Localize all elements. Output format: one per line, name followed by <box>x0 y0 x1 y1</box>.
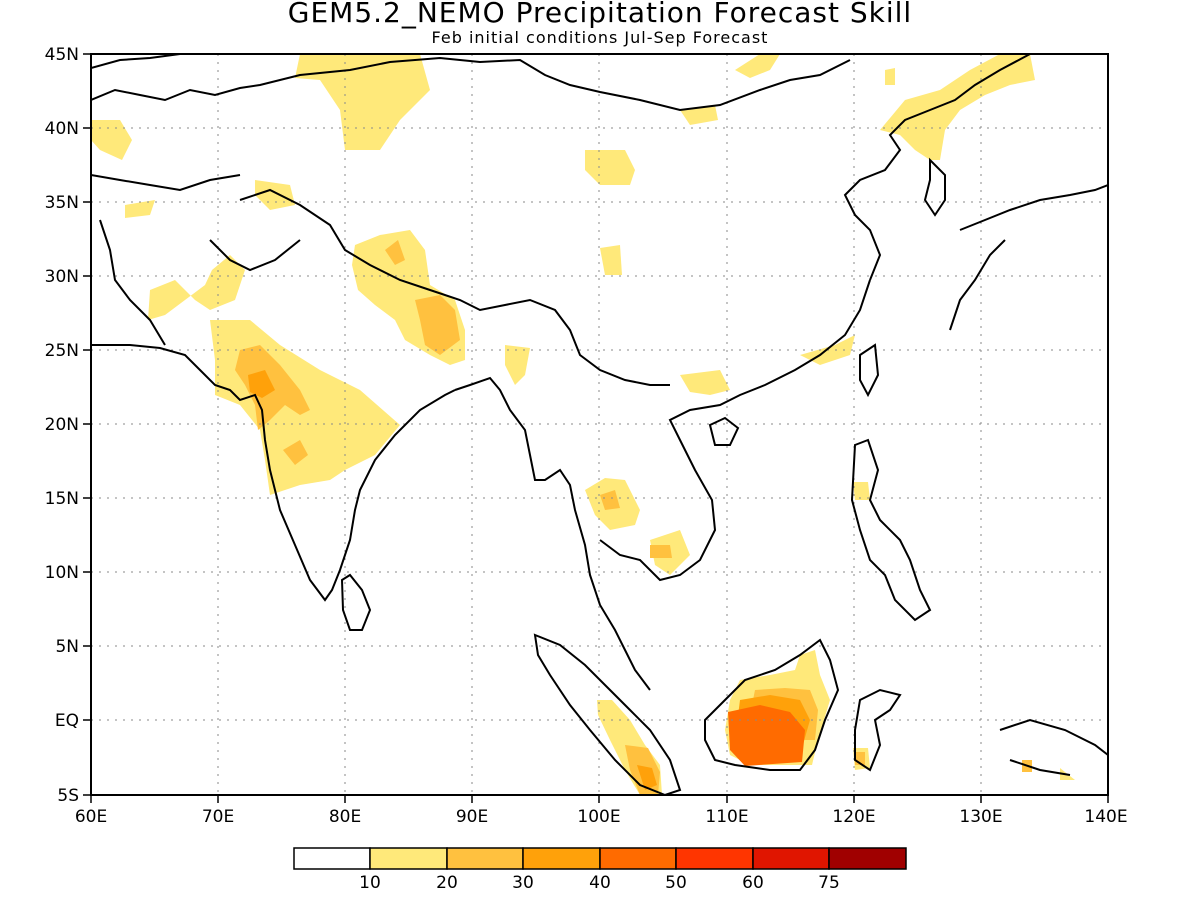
x-tick-label: 80E <box>329 807 361 827</box>
colorbar-swatch <box>675 847 754 870</box>
skill-region-pamir <box>255 180 295 210</box>
colorbar-swatch <box>752 847 830 870</box>
colorbar-label: 40 <box>589 873 611 893</box>
y-tick-label: 5S <box>57 786 79 806</box>
map-subtitle: Feb initial conditions Jul-Sep Forecast <box>431 28 769 47</box>
colorbar-label: 75 <box>818 873 840 893</box>
colorbar-swatch <box>828 847 907 870</box>
skill-region-tarim <box>585 150 635 185</box>
skill-region-pakistan <box>148 255 245 320</box>
skill-region-korea <box>880 54 1035 160</box>
x-tick-label: 60E <box>75 807 107 827</box>
colorbar-swatch <box>599 847 677 870</box>
skill-region-gujarat-core <box>248 370 275 398</box>
y-tick-label: EQ <box>55 711 79 731</box>
skill-region-afghan <box>125 200 155 218</box>
y-axis-labels: 45N 40N 35N 30N 25N 20N 15N 10N 5N EQ 5S <box>45 45 79 806</box>
colorbar-label: 50 <box>665 873 687 893</box>
map-gridlines <box>91 54 1108 795</box>
colorbar: 10 20 30 40 50 60 75 <box>293 847 907 893</box>
x-tick-label: 100E <box>577 807 620 827</box>
coastlines <box>91 54 1108 795</box>
colorbar-swatch <box>522 847 601 870</box>
y-tick-label: 30N <box>45 267 79 287</box>
y-tick-label: 5N <box>55 637 79 657</box>
y-tick-label: 15N <box>45 489 79 509</box>
skill-shading <box>91 54 1075 795</box>
x-axis-labels: 60E 70E 80E 90E 100E 110E 120E 130E 140E <box>75 807 1128 827</box>
y-tick-label: 20N <box>45 415 79 435</box>
skill-region-assam <box>505 345 530 385</box>
x-tick-label: 110E <box>705 807 748 827</box>
x-tick-label: 130E <box>959 807 1002 827</box>
colorbar-label: 30 <box>512 873 534 893</box>
skill-region-thai-core <box>600 490 620 510</box>
skill-region-manchuria <box>885 68 895 85</box>
skill-region-bihar <box>415 295 460 355</box>
skill-region-nepal <box>385 240 405 265</box>
skill-region-mongolia <box>295 54 430 150</box>
skill-region-luzon <box>853 482 870 500</box>
skill-region-south-china <box>680 370 730 395</box>
y-tick-label: 10N <box>45 563 79 583</box>
skill-region-sumatra-hot <box>637 765 657 790</box>
colorbar-swatch <box>293 847 371 870</box>
skill-region-kazakh <box>91 120 132 160</box>
map-title: GEM5.2_NEMO Precipitation Forecast Skill <box>287 0 913 29</box>
skill-region-cambodia-core <box>650 545 672 558</box>
x-tick-label: 140E <box>1084 807 1127 827</box>
skill-region-tibet-east <box>600 245 622 275</box>
y-tick-label: 40N <box>45 119 79 139</box>
axis-tickmarks <box>83 53 1109 803</box>
skill-region-inner-mongolia <box>735 54 780 78</box>
y-tick-label: 45N <box>45 45 79 65</box>
colorbar-label: 60 <box>742 873 764 893</box>
colorbar-swatch <box>369 847 448 870</box>
x-tick-label: 120E <box>832 807 875 827</box>
y-tick-label: 35N <box>45 193 79 213</box>
skill-region-gansu <box>680 105 718 125</box>
colorbar-swatch <box>446 847 524 870</box>
y-tick-label: 25N <box>45 341 79 361</box>
colorbar-label: 20 <box>436 873 458 893</box>
x-tick-label: 90E <box>456 807 488 827</box>
colorbar-label: 10 <box>359 873 381 893</box>
x-tick-label: 70E <box>202 807 234 827</box>
skill-region-central-india <box>283 440 308 465</box>
